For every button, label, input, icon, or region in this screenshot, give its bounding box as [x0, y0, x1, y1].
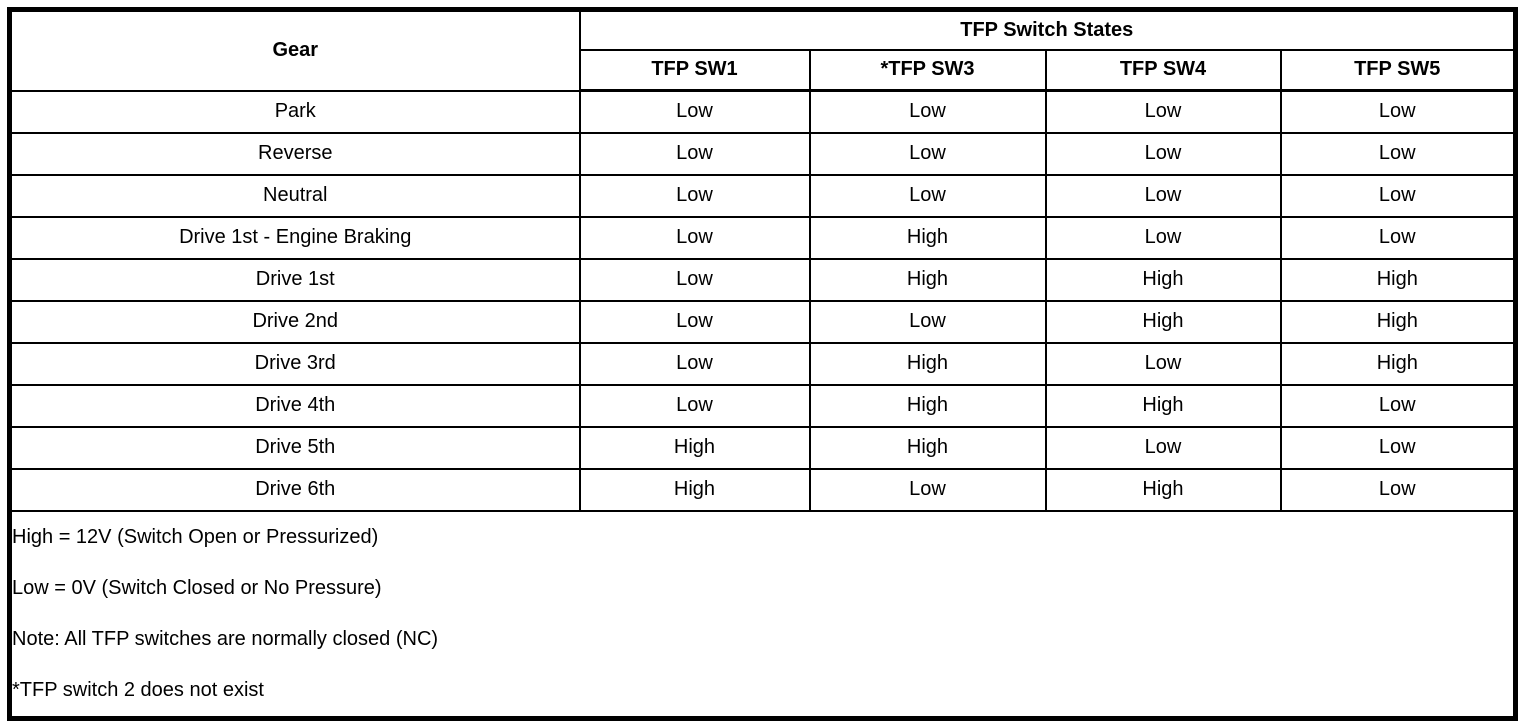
switch-state-cell: High [578, 467, 811, 513]
column-header-tfp-sw3: *TFP SW3 [808, 48, 1047, 92]
tfp-switch-states-group-header: TFP Switch States [578, 8, 1517, 51]
switch-state-cell: Low [578, 299, 811, 344]
switch-state-cell: High [808, 425, 1047, 470]
switch-state-cell: Low [808, 131, 1047, 176]
gear-row: Drive 3rd Low High Low High [8, 341, 1517, 386]
switch-state-cell: Low [1044, 131, 1282, 176]
note-normally-closed: Note: All TFP switches are normally clos… [12, 628, 439, 650]
gear-name-cell: Neutral [8, 173, 581, 218]
tfp-switch-states-table: Gear TFP Switch States TFP SW1 *TFP SW3 … [7, 7, 1519, 721]
switch-state-cell: High [808, 383, 1047, 428]
column-header-tfp-sw1: TFP SW1 [578, 48, 811, 92]
gear-row: Park Low Low Low Low [8, 89, 1517, 134]
gear-name-cell: Drive 4th [8, 383, 581, 428]
switch-state-cell: High [1044, 467, 1282, 513]
switch-state-cell: Low [578, 173, 811, 218]
switch-state-cell: Low [578, 215, 811, 260]
column-header-tfp-sw5: TFP SW5 [1279, 48, 1517, 92]
switch-state-cell: Low [1044, 173, 1282, 218]
switch-state-cell: Low [578, 257, 811, 302]
switch-state-cell: High [1279, 299, 1517, 344]
switch-state-cell: Low [578, 89, 811, 134]
gear-row: Drive 1st Low High High High [8, 257, 1517, 302]
switch-state-cell: Low [808, 467, 1047, 513]
gear-row: Drive 6th High Low High Low [8, 467, 1517, 513]
gear-name-cell: Drive 5th [8, 425, 581, 470]
switch-state-cell: Low [1044, 89, 1282, 134]
column-header-tfp-sw4: TFP SW4 [1044, 48, 1282, 92]
group-header-row: Gear TFP Switch States [8, 8, 1517, 92]
gear-name-cell: Park [8, 89, 581, 134]
switch-state-cell: High [1044, 257, 1282, 302]
note-sw2-does-not-exist: *TFP switch 2 does not exist [12, 679, 264, 701]
gear-name-cell: Drive 3rd [8, 341, 581, 386]
gear-row: Drive 5th High High Low Low [8, 425, 1517, 470]
switch-state-cell: High [1044, 383, 1282, 428]
switch-state-cell: Low [1279, 383, 1517, 428]
switch-state-cell: High [808, 341, 1047, 386]
switch-state-cell: Low [1279, 131, 1517, 176]
switch-state-cell: Low [808, 299, 1047, 344]
gear-table-body: Park Low Low Low Low Reverse Low Low Low Low N… [8, 89, 1517, 513]
switch-state-cell: High [1279, 341, 1517, 386]
switch-state-cell: Low [578, 383, 811, 428]
gear-row: Neutral Low Low Low Low [8, 173, 1517, 218]
gear-row: Drive 1st - Engine Braking Low High Low Low [8, 215, 1517, 260]
gear-name-cell: Reverse [8, 131, 581, 176]
switch-state-cell: Low [1279, 467, 1517, 513]
gear-column-header: Gear [8, 8, 581, 92]
gear-row: Drive 4th Low High High Low [8, 383, 1517, 428]
switch-state-cell: High [808, 257, 1047, 302]
switch-state-cell: High [1279, 257, 1517, 302]
switch-state-cell: High [578, 425, 811, 470]
notes-section: High = 12V (Switch Open or Pressurized) … [8, 510, 1517, 720]
switch-state-cell: Low [808, 89, 1047, 134]
switch-state-cell: High [808, 215, 1047, 260]
switch-state-cell: High [1044, 299, 1282, 344]
switch-state-cell: Low [578, 341, 811, 386]
gear-name-cell: Drive 1st [8, 257, 581, 302]
gear-name-cell: Drive 6th [8, 467, 581, 513]
switch-state-cell: Low [1279, 89, 1517, 134]
gear-name-cell: Drive 1st - Engine Braking [8, 215, 581, 260]
switch-state-cell: Low [1279, 173, 1517, 218]
gear-row: Reverse Low Low Low Low [8, 131, 1517, 176]
switch-state-cell: Low [808, 173, 1047, 218]
notes-row: High = 12V (Switch Open or Pressurized) … [8, 510, 1517, 720]
gear-row: Drive 2nd Low Low High High [8, 299, 1517, 344]
gear-name-cell: Drive 2nd [8, 299, 581, 344]
switch-state-cell: Low [1044, 215, 1282, 260]
switch-state-cell: Low [1044, 341, 1282, 386]
note-high-definition: High = 12V (Switch Open or Pressurized) [12, 526, 379, 548]
switch-state-cell: Low [1044, 425, 1282, 470]
switch-state-cell: Low [1279, 425, 1517, 470]
switch-state-cell: Low [578, 131, 811, 176]
switch-state-cell: Low [1279, 215, 1517, 260]
switch-header-row: TFP SW1 *TFP SW3 TFP SW4 TFP SW5 [10, 48, 1517, 92]
note-low-definition: Low = 0V (Switch Closed or No Pressure) [12, 577, 382, 599]
